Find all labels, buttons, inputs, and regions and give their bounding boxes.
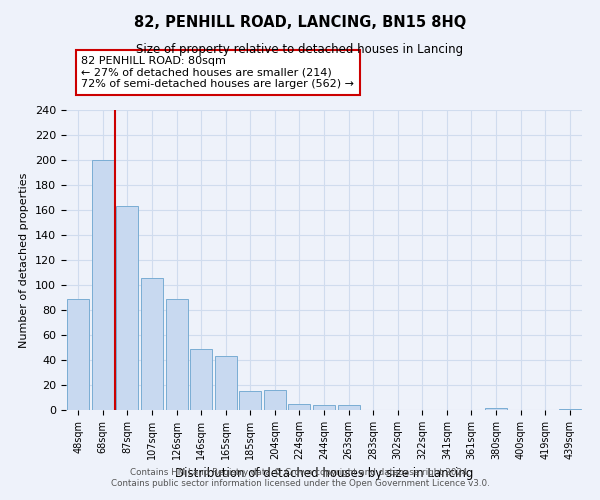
Bar xyxy=(141,278,163,410)
Bar xyxy=(166,298,188,410)
Text: Contains HM Land Registry data © Crown copyright and database right 2024.
Contai: Contains HM Land Registry data © Crown c… xyxy=(110,468,490,487)
Bar xyxy=(215,356,237,410)
Bar xyxy=(190,349,212,410)
Bar xyxy=(67,298,89,410)
Y-axis label: Number of detached properties: Number of detached properties xyxy=(19,172,29,348)
Text: Size of property relative to detached houses in Lancing: Size of property relative to detached ho… xyxy=(136,42,464,56)
Text: 82, PENHILL ROAD, LANCING, BN15 8HQ: 82, PENHILL ROAD, LANCING, BN15 8HQ xyxy=(134,15,466,30)
X-axis label: Distribution of detached houses by size in Lancing: Distribution of detached houses by size … xyxy=(175,468,473,480)
Bar xyxy=(264,390,286,410)
Text: 82 PENHILL ROAD: 80sqm
← 27% of detached houses are smaller (214)
72% of semi-de: 82 PENHILL ROAD: 80sqm ← 27% of detached… xyxy=(82,56,355,89)
Bar xyxy=(116,206,139,410)
Bar xyxy=(559,409,581,410)
Bar xyxy=(485,408,507,410)
Bar xyxy=(338,405,359,410)
Bar xyxy=(92,160,114,410)
Bar xyxy=(313,405,335,410)
Bar xyxy=(289,404,310,410)
Bar xyxy=(239,391,262,410)
